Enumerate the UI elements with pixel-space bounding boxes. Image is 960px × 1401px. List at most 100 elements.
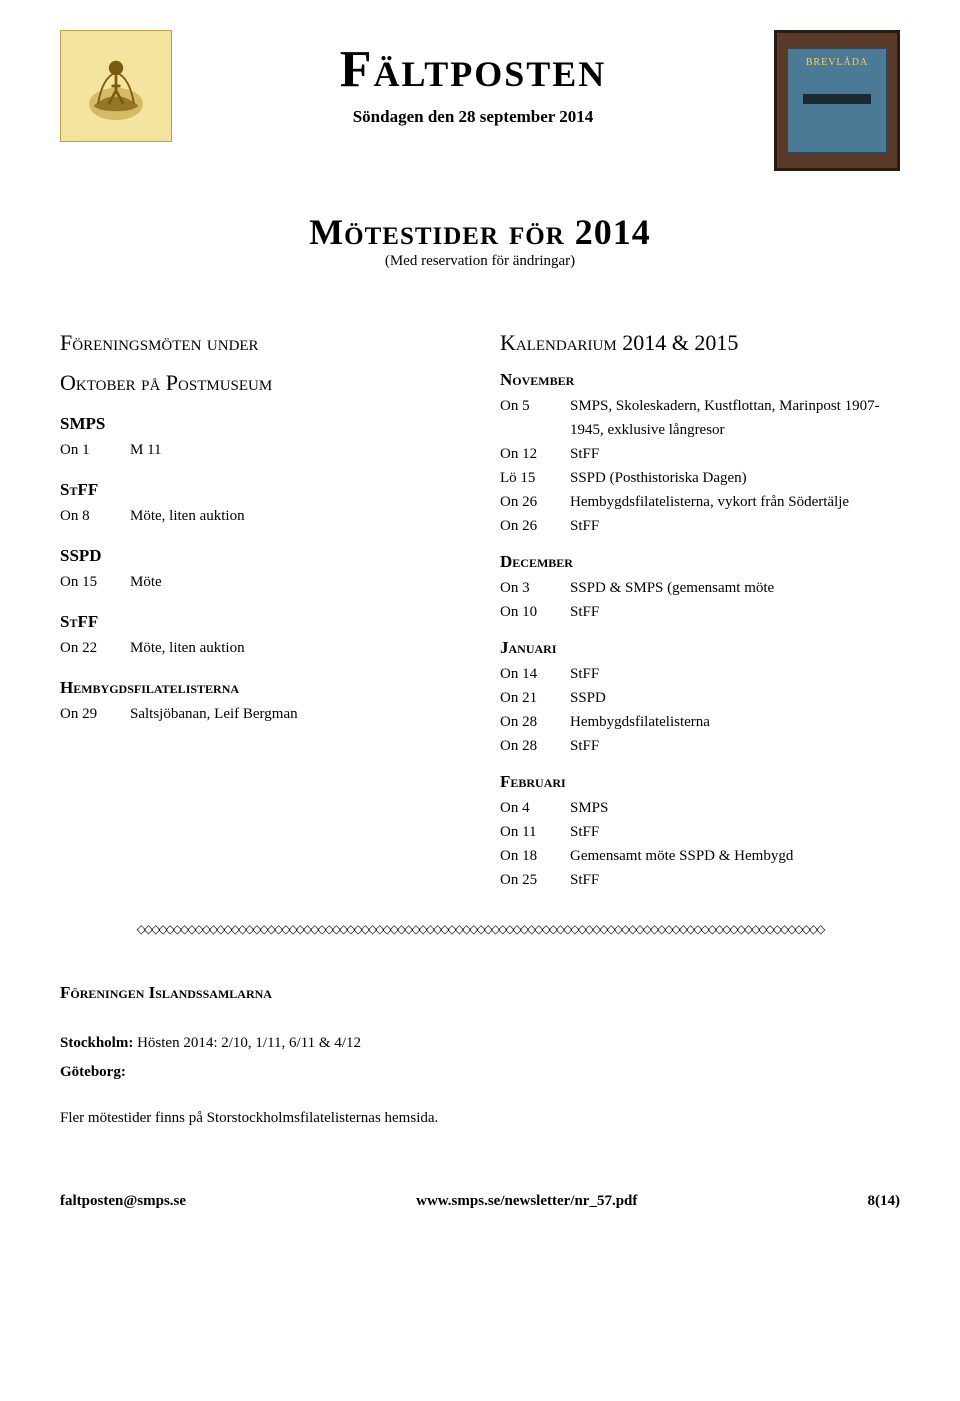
org-title: Hembygdsfilatelisterna xyxy=(60,678,460,698)
row-date: On 25 xyxy=(500,868,570,892)
row-desc: StFF xyxy=(570,600,900,624)
issue-date: Söndagen den 28 september 2014 xyxy=(172,107,774,127)
calendar-row: On 28StFF xyxy=(500,734,900,758)
row-date: On 3 xyxy=(500,576,570,600)
footer-url: www.smps.se/newsletter/nr_57.pdf xyxy=(416,1193,637,1210)
calendar-row: On 3SSPD & SMPS (gemensamt möte xyxy=(500,576,900,600)
bottom-title: Föreningen Islandssamlarna xyxy=(60,977,900,1009)
calendar-row: On 12StFF xyxy=(500,442,900,466)
row-date: On 26 xyxy=(500,490,570,514)
stockholm-line: Stockholm: Hösten 2014: 2/10, 1/11, 6/11… xyxy=(60,1029,900,1058)
row-desc: StFF xyxy=(570,662,900,686)
row-date: On 15 xyxy=(60,570,130,594)
org-title: SSPD xyxy=(60,546,460,566)
row-desc: SMPS, Skoleskadern, Kustflottan, Marinpo… xyxy=(570,394,900,442)
calendar-row: On 18Gemensamt möte SSPD & Hembygd xyxy=(500,844,900,868)
masthead-title: Fältposten xyxy=(172,40,774,99)
month-title: December xyxy=(500,552,900,572)
month-title: Februari xyxy=(500,772,900,792)
row-desc: StFF xyxy=(570,442,900,466)
calendar-row: On 5SMPS, Skoleskadern, Kustflottan, Mar… xyxy=(500,394,900,442)
left-heading: Föreningsmöten under xyxy=(60,330,460,356)
header-center: Fältposten Söndagen den 28 september 201… xyxy=(172,30,774,127)
calendar-row: On 26StFF xyxy=(500,514,900,538)
goteborg-label: Göteborg: xyxy=(60,1064,126,1080)
row-desc: StFF xyxy=(570,868,900,892)
calendar-row: On 14StFF xyxy=(500,662,900,686)
right-column: Kalendarium 2014 & 2015 NovemberOn 5SMPS… xyxy=(500,310,900,892)
ornament-divider: ◇◇◇◇◇◇◇◇◇◇◇◇◇◇◇◇◇◇◇◇◇◇◇◇◇◇◇◇◇◇◇◇◇◇◇◇◇◇◇◇… xyxy=(60,922,900,937)
row-desc: Saltsjöbanan, Leif Bergman xyxy=(130,702,460,726)
org-title: StFF xyxy=(60,480,460,500)
horseman-icon xyxy=(71,41,161,131)
row-desc: SSPD & SMPS (gemensamt möte xyxy=(570,576,900,600)
footer-email: faltposten@smps.se xyxy=(60,1193,186,1210)
calendar-row: Lö 15SSPD (Posthistoriska Dagen) xyxy=(500,466,900,490)
goteborg-line: Göteborg: xyxy=(60,1058,900,1087)
row-desc: Hembygdsfilatelisterna xyxy=(570,710,900,734)
row-desc: Hembygdsfilatelisterna, vykort från Söde… xyxy=(570,490,900,514)
main-title: Mötestider för 2014 xyxy=(60,211,900,253)
row-desc: StFF xyxy=(570,820,900,844)
calendar-row: On 10StFF xyxy=(500,600,900,624)
schedule-row: On 29Saltsjöbanan, Leif Bergman xyxy=(60,702,460,726)
bottom-section: Föreningen Islandssamlarna Stockholm: Hö… xyxy=(60,977,900,1133)
row-date: Lö 15 xyxy=(500,466,570,490)
left-groups-container: SMPSOn 1M 11StFFOn 8Möte, liten auktionS… xyxy=(60,414,460,726)
row-desc: Möte, liten auktion xyxy=(130,636,460,660)
logo-left-emblem xyxy=(60,30,172,142)
schedule-row: On 8Möte, liten auktion xyxy=(60,504,460,528)
schedule-row: On 1M 11 xyxy=(60,438,460,462)
logo-right-mailbox xyxy=(774,30,900,171)
row-date: On 4 xyxy=(500,796,570,820)
calendar-row: On 4SMPS xyxy=(500,796,900,820)
row-date: On 14 xyxy=(500,662,570,686)
row-desc: SSPD xyxy=(570,686,900,710)
row-date: On 11 xyxy=(500,820,570,844)
row-desc: M 11 xyxy=(130,438,460,462)
month-title: November xyxy=(500,370,900,390)
mail-slot xyxy=(803,94,871,104)
row-date: On 5 xyxy=(500,394,570,442)
calendar-row: On 26Hembygdsfilatelisterna, vykort från… xyxy=(500,490,900,514)
org-title: SMPS xyxy=(60,414,460,434)
page: Fältposten Söndagen den 28 september 201… xyxy=(0,0,960,1230)
page-footer: faltposten@smps.se www.smps.se/newslette… xyxy=(60,1193,900,1210)
row-date: On 26 xyxy=(500,514,570,538)
header: Fältposten Söndagen den 28 september 201… xyxy=(60,30,900,171)
row-date: On 29 xyxy=(60,702,130,726)
main-subtitle: (Med reservation för ändringar) xyxy=(60,253,900,270)
footer-page-number: 8(14) xyxy=(867,1193,900,1210)
left-subheading: Oktober på Postmuseum xyxy=(60,370,460,396)
row-date: On 8 xyxy=(60,504,130,528)
calendar-row: On 28Hembygdsfilatelisterna xyxy=(500,710,900,734)
calendar-row: On 21SSPD xyxy=(500,686,900,710)
left-column: Föreningsmöten under Oktober på Postmuse… xyxy=(60,310,460,892)
content-columns: Föreningsmöten under Oktober på Postmuse… xyxy=(60,310,900,892)
row-desc: StFF xyxy=(570,514,900,538)
row-date: On 12 xyxy=(500,442,570,466)
row-desc: StFF xyxy=(570,734,900,758)
mailbox-icon xyxy=(787,48,887,153)
calendar-row: On 11StFF xyxy=(500,820,900,844)
row-desc: Möte, liten auktion xyxy=(130,504,460,528)
org-title: StFF xyxy=(60,612,460,632)
row-date: On 28 xyxy=(500,710,570,734)
row-desc: Möte xyxy=(130,570,460,594)
schedule-row: On 22Möte, liten auktion xyxy=(60,636,460,660)
stockholm-label: Stockholm: xyxy=(60,1035,133,1051)
right-heading: Kalendarium 2014 & 2015 xyxy=(500,330,900,356)
row-date: On 10 xyxy=(500,600,570,624)
stockholm-text: Hösten 2014: 2/10, 1/11, 6/11 & 4/12 xyxy=(133,1035,361,1051)
row-date: On 22 xyxy=(60,636,130,660)
row-date: On 1 xyxy=(60,438,130,462)
schedule-row: On 15Möte xyxy=(60,570,460,594)
right-months-container: November On 5SMPS, Skoleskadern, Kustflot… xyxy=(500,370,900,892)
row-date: On 18 xyxy=(500,844,570,868)
row-date: On 21 xyxy=(500,686,570,710)
month-title: Januari xyxy=(500,638,900,658)
row-desc: SMPS xyxy=(570,796,900,820)
row-desc: SSPD (Posthistoriska Dagen) xyxy=(570,466,900,490)
calendar-row: On 25StFF xyxy=(500,868,900,892)
row-desc: Gemensamt möte SSPD & Hembygd xyxy=(570,844,900,868)
